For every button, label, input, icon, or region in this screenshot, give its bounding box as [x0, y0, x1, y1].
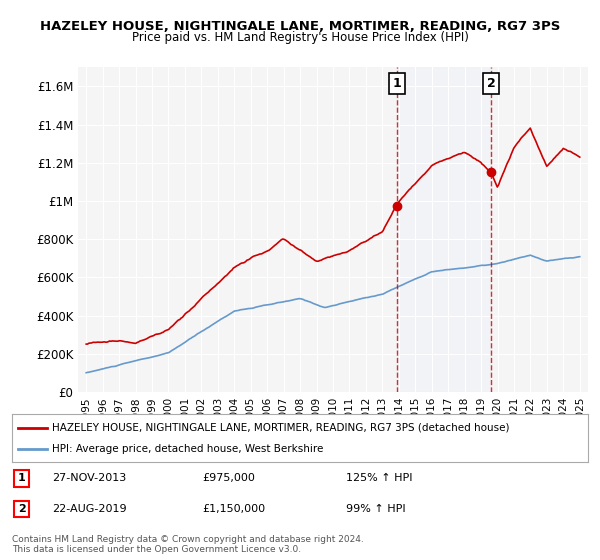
Text: 22-AUG-2019: 22-AUG-2019 [52, 504, 127, 514]
Text: 2: 2 [487, 77, 496, 90]
Text: £975,000: £975,000 [202, 473, 255, 483]
Text: 125% ↑ HPI: 125% ↑ HPI [346, 473, 413, 483]
Bar [397, 67, 491, 392]
Text: 2: 2 [18, 504, 26, 514]
Text: £1,150,000: £1,150,000 [202, 504, 265, 514]
Text: 27-NOV-2013: 27-NOV-2013 [52, 473, 127, 483]
Text: 1: 1 [18, 473, 26, 483]
Text: 1: 1 [393, 77, 401, 90]
Text: Price paid vs. HM Land Registry's House Price Index (HPI): Price paid vs. HM Land Registry's House … [131, 31, 469, 44]
Text: Contains HM Land Registry data © Crown copyright and database right 2024.
This d: Contains HM Land Registry data © Crown c… [12, 535, 364, 554]
Text: 99% ↑ HPI: 99% ↑ HPI [346, 504, 406, 514]
Text: HAZELEY HOUSE, NIGHTINGALE LANE, MORTIMER, READING, RG7 3PS (detached house): HAZELEY HOUSE, NIGHTINGALE LANE, MORTIME… [52, 423, 510, 433]
Text: HAZELEY HOUSE, NIGHTINGALE LANE, MORTIMER, READING, RG7 3PS: HAZELEY HOUSE, NIGHTINGALE LANE, MORTIME… [40, 20, 560, 32]
Text: HPI: Average price, detached house, West Berkshire: HPI: Average price, detached house, West… [52, 444, 323, 454]
